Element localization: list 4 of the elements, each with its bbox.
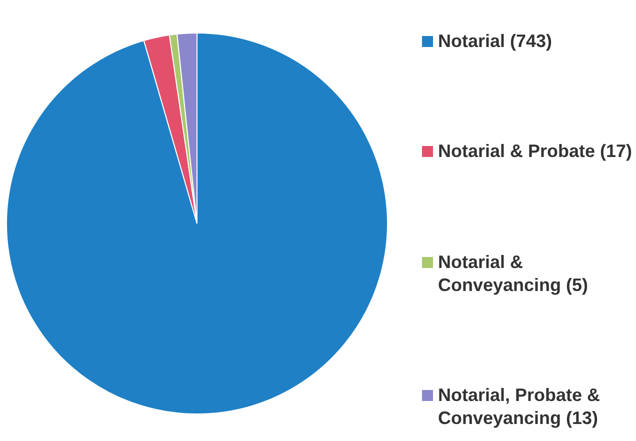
legend-label: Notarial, Probate & Conveyancing (13) (438, 384, 602, 430)
legend-label: Notarial (743) (438, 30, 552, 53)
legend-label: Notarial & Probate (17) (438, 140, 632, 164)
legend-label: Notarial & Conveyancing (5) (438, 250, 590, 297)
